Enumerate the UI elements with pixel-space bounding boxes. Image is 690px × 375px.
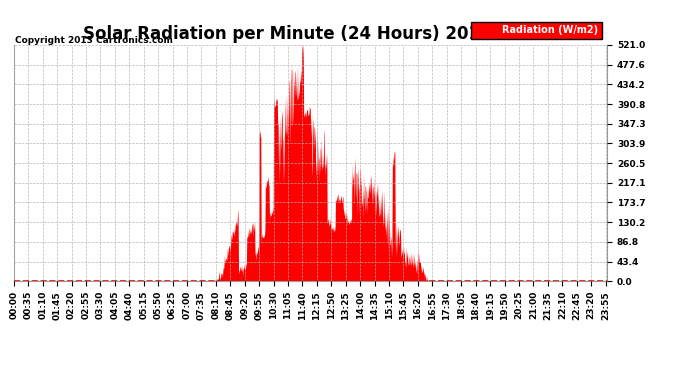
Legend: Radiation (W/m2): Radiation (W/m2) — [471, 21, 602, 39]
Title: Solar Radiation per Minute (24 Hours) 20130112: Solar Radiation per Minute (24 Hours) 20… — [83, 26, 538, 44]
Text: Copyright 2013 Cartronics.com: Copyright 2013 Cartronics.com — [15, 36, 173, 45]
